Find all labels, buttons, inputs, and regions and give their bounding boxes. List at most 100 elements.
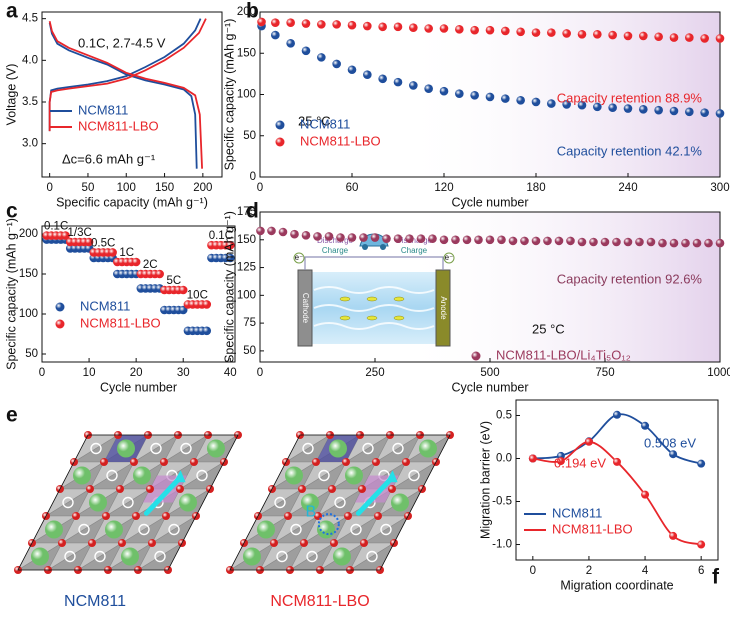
x-tick-label: 0 [257, 182, 263, 194]
point [547, 28, 556, 37]
oxygen [86, 485, 94, 493]
point [470, 25, 479, 35]
point [497, 235, 506, 245]
oxygen [374, 512, 382, 520]
panel-label: a [6, 0, 18, 23]
y-tick-label: -0.5 [492, 496, 512, 508]
oxygen [270, 539, 278, 547]
lithium [301, 493, 319, 512]
ring [318, 469, 330, 482]
point [543, 236, 552, 246]
ring [302, 442, 314, 455]
point [131, 257, 141, 267]
oxygen [402, 458, 410, 466]
y-tick-label: 3.0 [22, 138, 38, 150]
lithium [333, 547, 351, 566]
point [409, 81, 418, 90]
point [363, 70, 372, 79]
legend-label: NCM811-LBO/Li₄Ti₅O₁₂ [496, 347, 631, 362]
point [405, 234, 414, 243]
point [639, 105, 648, 114]
point [600, 237, 610, 247]
oxygen [116, 485, 124, 493]
plot-frame [41, 11, 223, 178]
oxygen [342, 458, 350, 466]
lithium [105, 520, 123, 539]
ring [64, 550, 76, 563]
point [715, 109, 725, 118]
legend-swatch [471, 351, 481, 361]
oxygen [190, 458, 198, 466]
point [332, 59, 341, 69]
site-label: B [305, 503, 316, 520]
point [202, 326, 212, 336]
point [301, 46, 311, 56]
point [393, 22, 403, 32]
lithium [243, 547, 261, 566]
y-axis-title: Migration barrier (eV) [478, 421, 492, 539]
x-tick-label: 60 [346, 182, 359, 194]
point [347, 233, 357, 242]
lithium [207, 439, 225, 458]
point [370, 233, 380, 242]
y-axis-title: Voltage (V) [4, 64, 18, 126]
point [332, 20, 341, 29]
ring [274, 496, 286, 509]
point [566, 236, 575, 246]
point [654, 105, 663, 115]
point [317, 20, 326, 29]
shade [398, 12, 720, 177]
arrow-head [173, 470, 186, 483]
ring [78, 523, 90, 536]
point [267, 226, 276, 236]
point [669, 106, 679, 116]
legend-label: NCM811-LBO [300, 133, 381, 148]
point [455, 89, 464, 98]
legend-label: NCM811 [78, 102, 128, 117]
ring [408, 469, 420, 482]
point [516, 27, 525, 37]
panel-label: f [712, 566, 720, 589]
point [528, 454, 537, 463]
x-axis-title: Cycle number [451, 195, 528, 209]
ions [339, 296, 405, 321]
ring [106, 469, 118, 482]
rate-label: 5C [166, 275, 181, 287]
point [531, 28, 541, 37]
x-tick-label: 20 [130, 367, 143, 379]
oxygen [118, 539, 126, 547]
oxygen [102, 512, 110, 520]
point [623, 31, 633, 41]
point [108, 248, 117, 257]
rate-label: 2C [143, 259, 158, 271]
series-line [48, 18, 202, 169]
y-tick-label: 4.5 [22, 13, 38, 25]
ring [122, 496, 134, 509]
point [623, 237, 633, 247]
ring [168, 523, 180, 536]
point [547, 99, 556, 108]
annotation: Capacity retention 88.9% [557, 90, 703, 105]
point [378, 74, 387, 84]
y-tick-label: 4.0 [22, 54, 38, 66]
x-tick-label: 100 [117, 182, 136, 194]
ring [366, 550, 378, 563]
point [531, 236, 541, 246]
x-axis-title: Migration coordinate [560, 578, 673, 592]
point [61, 231, 70, 240]
cell-outline [229, 434, 451, 571]
arrow-head [385, 470, 398, 483]
point [685, 33, 694, 42]
oxygen [298, 485, 306, 493]
structure-label: NCM811-LBO [270, 593, 369, 610]
point [556, 457, 565, 466]
point [697, 540, 706, 549]
y-tick-label: 200 [237, 6, 256, 18]
point [439, 24, 449, 33]
ring [362, 442, 374, 455]
legend-label: NCM811-LBO [78, 118, 159, 133]
annotation: 0.1C, 2.7-4.5 V [78, 35, 166, 50]
point [424, 84, 433, 94]
y-tick-label: 150 [237, 47, 256, 59]
